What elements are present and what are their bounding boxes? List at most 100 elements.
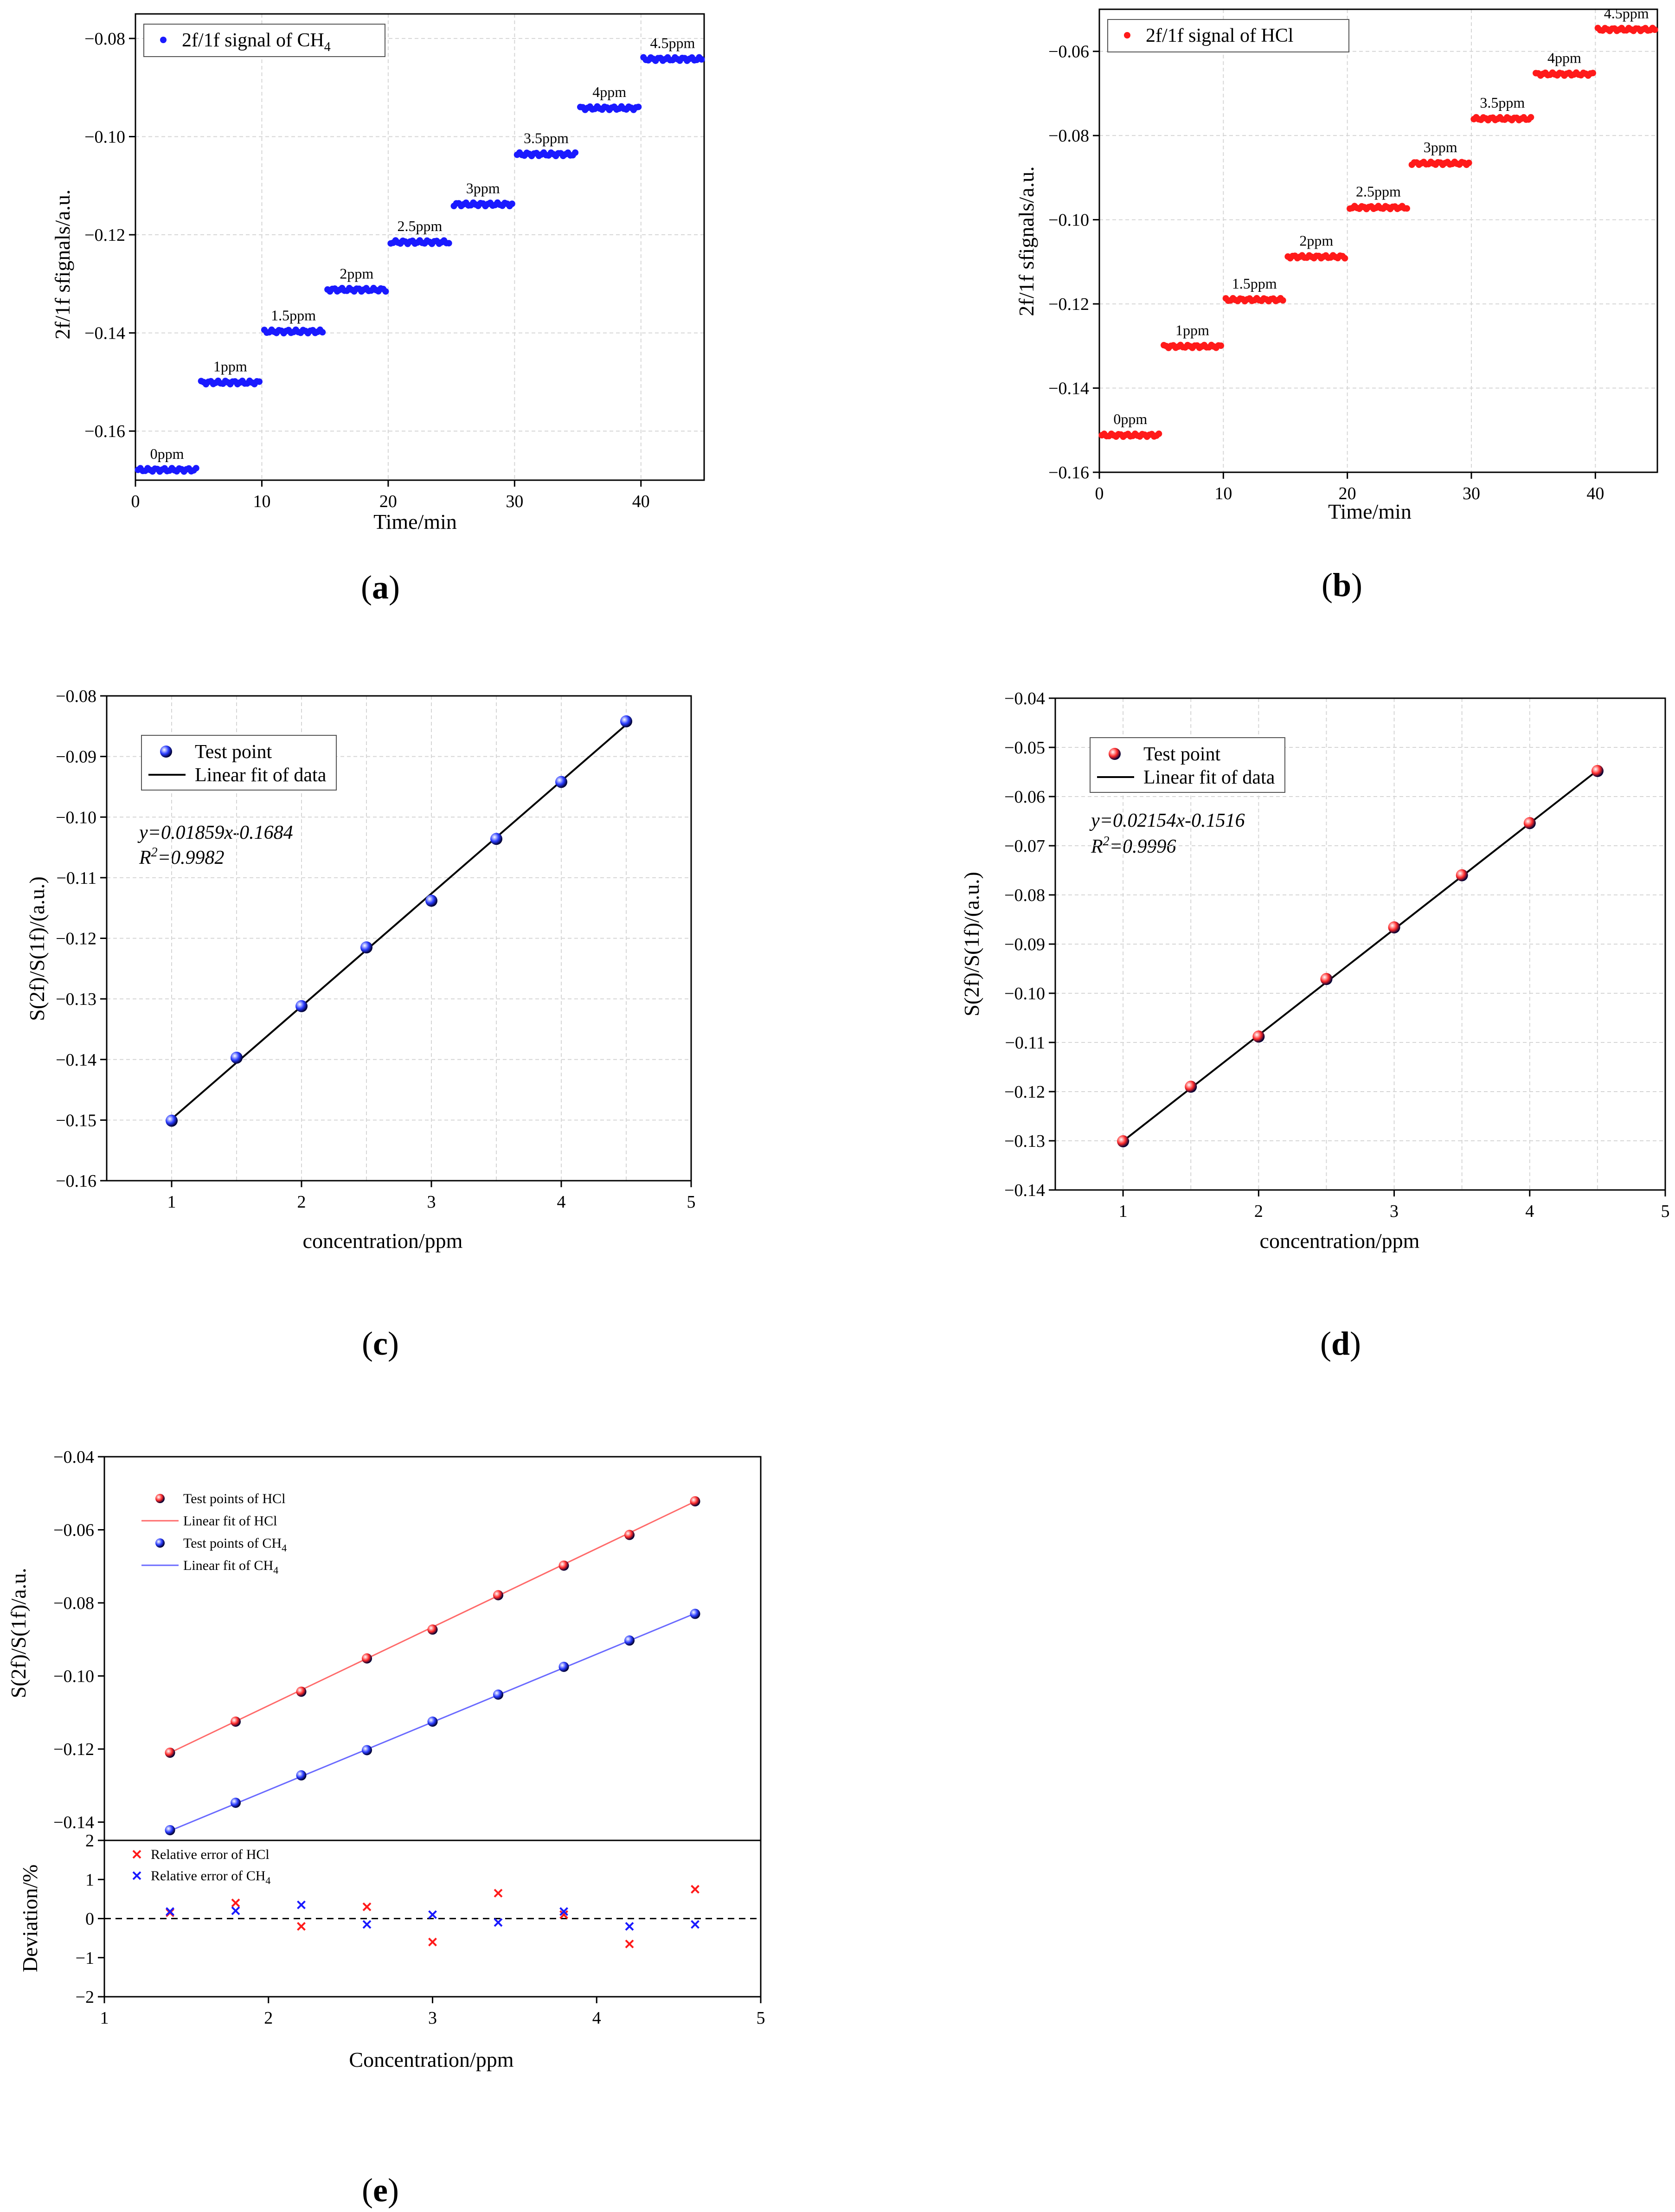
chart-d-ytick-label: −0.14 — [1004, 1181, 1045, 1200]
data-point — [558, 1661, 569, 1672]
step-0ppm — [135, 465, 199, 475]
step-label: 2ppm — [1299, 232, 1333, 249]
data-point — [295, 1000, 308, 1012]
chart-c-xtick-label: 3 — [427, 1192, 436, 1212]
data-point — [635, 103, 642, 110]
data-point — [256, 378, 263, 385]
data-point — [231, 1797, 241, 1808]
chart-d-xtick-label: 3 — [1390, 1202, 1399, 1221]
panel-d-equation: y=0.02154x-0.1516 — [1089, 810, 1245, 831]
data-point — [165, 1747, 175, 1758]
data-point — [1589, 70, 1596, 77]
legend-marker — [132, 1850, 141, 1859]
step-3ppm — [1408, 158, 1472, 168]
panel-c-equation: y=0.01859x-0.1684 — [137, 822, 293, 843]
chart-d-xtick-label: 1 — [1119, 1202, 1128, 1221]
chart-c-ytick-label: −0.13 — [56, 990, 96, 1009]
step-1ppm — [1161, 341, 1224, 351]
marker-stroke — [625, 1922, 634, 1931]
data-point — [624, 1530, 635, 1540]
marker-stroke — [362, 1902, 372, 1911]
chart-a-ytick-label: −0.08 — [84, 29, 125, 49]
step-label: 3.5ppm — [1480, 94, 1525, 111]
panel-c-r2: R2=0.9982 — [139, 845, 225, 868]
data-point — [698, 56, 705, 63]
legend-label: Relative error of HCl — [151, 1847, 270, 1862]
legend-label: Test points of CH4 — [183, 1536, 287, 1554]
data-point — [493, 1590, 503, 1601]
legend-marker — [132, 1871, 141, 1880]
chart-c-ytick-label: −0.14 — [56, 1050, 96, 1070]
chart-b-ytick-label: −0.14 — [1048, 379, 1089, 399]
step-label: 1ppm — [1175, 322, 1209, 339]
chart-d-ytick-label: −0.05 — [1004, 738, 1045, 758]
legend-label: 2f/1f signal of CH4 — [182, 30, 331, 54]
panel-d-r2: R2=0.9996 — [1091, 834, 1176, 857]
chart-a-frame — [135, 13, 705, 481]
chart-e-top-ytick-label: −0.14 — [53, 1813, 94, 1833]
step-label: 2ppm — [340, 265, 373, 282]
panel-e: Concentration/ppm S(2f)/S(1f)/a.u. Devia… — [6, 1568, 514, 2209]
panel-b-ylabel: 2f/1f sfignals/a.u. — [1014, 166, 1038, 316]
step-3.5ppm — [1470, 114, 1534, 124]
chart-b-ytick-label: −0.06 — [1048, 42, 1089, 62]
panel-b: Time/min 2f/1f sfignals/a.u. (b) — [1014, 166, 1412, 604]
data-point — [620, 715, 632, 727]
fit-line — [171, 724, 627, 1120]
data-point — [1651, 26, 1658, 33]
chart-d: −0.14 −0.13 −0.12 −0.11 −0.10 −0.09 −0.08 −0.07… — [1004, 689, 1669, 1221]
step-1.5ppm — [1222, 295, 1286, 305]
data-point — [297, 1922, 306, 1931]
legend-label: Test point — [1143, 744, 1221, 765]
chart-e-top-ytick-label: −0.04 — [53, 1447, 94, 1467]
marker-stroke — [362, 1920, 372, 1929]
legend-label: 2f/1f signal of HCl — [1146, 25, 1293, 46]
panel-a: Time/min 2f/1f sfignals/a.u. (a) — [51, 189, 457, 606]
data-point — [231, 1898, 240, 1908]
fit-line — [1122, 769, 1598, 1142]
chart-d-ytick-label: −0.10 — [1004, 984, 1045, 1003]
data-point — [1217, 342, 1224, 349]
panel-c: concentration/ppm S(2f)/S(1f)/(a.u.) y=0… — [25, 822, 463, 1362]
step-4.5ppm — [1594, 25, 1658, 34]
marker-stroke — [494, 1918, 503, 1927]
chart-b-ytick-label: −0.12 — [1048, 295, 1089, 314]
marker-stroke — [625, 1939, 634, 1948]
step-label: 4ppm — [1547, 50, 1581, 66]
marker-stroke — [559, 1907, 568, 1916]
marker-stroke — [559, 1910, 568, 1919]
chart-c-ytick-label: −0.09 — [56, 747, 96, 767]
chart-c-ytick-label: −0.08 — [56, 687, 96, 706]
chart-c: −0.16 −0.15 −0.14 −0.13 −0.12 −0.11 −0.10 −0.09… — [56, 687, 695, 1212]
step-label: 1.5ppm — [1232, 275, 1277, 292]
chart-b-xtick-label: 30 — [1463, 484, 1480, 503]
chart-c-ytick-label: −0.16 — [56, 1171, 96, 1191]
panel-e-bottom-ylabel: Deviation/% — [18, 1865, 42, 1973]
legend-marker — [155, 1538, 165, 1548]
data-point — [558, 1560, 569, 1571]
marker-stroke — [297, 1922, 306, 1931]
step-label: 4.5ppm — [650, 34, 695, 51]
chart-a-xtick-label: 20 — [379, 492, 397, 511]
chart-e-top-ytick-label: −0.08 — [53, 1594, 94, 1613]
chart-a-xtick-label: 30 — [506, 492, 523, 511]
chart-b: −0.16 −0.14 −0.12 −0.10 −0.08 −0.06 0 10 20 30 40 0… — [1048, 5, 1658, 503]
chart-c-xtick-label: 4 — [557, 1192, 566, 1212]
marker-stroke — [428, 1937, 437, 1947]
data-point — [297, 1900, 306, 1910]
step-label: 0ppm — [150, 445, 184, 462]
data-point — [166, 1114, 178, 1127]
step-1ppm — [198, 377, 263, 388]
chart-b-xtick-label: 0 — [1095, 484, 1104, 503]
chart-e-bottom-xtick-label: 1 — [100, 2008, 109, 2028]
legend-marker — [160, 37, 167, 43]
data-point — [1403, 205, 1410, 212]
data-point — [382, 288, 389, 295]
chart-c-xtick-label: 2 — [297, 1192, 306, 1212]
data-point — [1527, 114, 1534, 121]
data-point — [296, 1770, 307, 1781]
data-point — [490, 833, 502, 845]
data-point — [559, 1910, 568, 1919]
